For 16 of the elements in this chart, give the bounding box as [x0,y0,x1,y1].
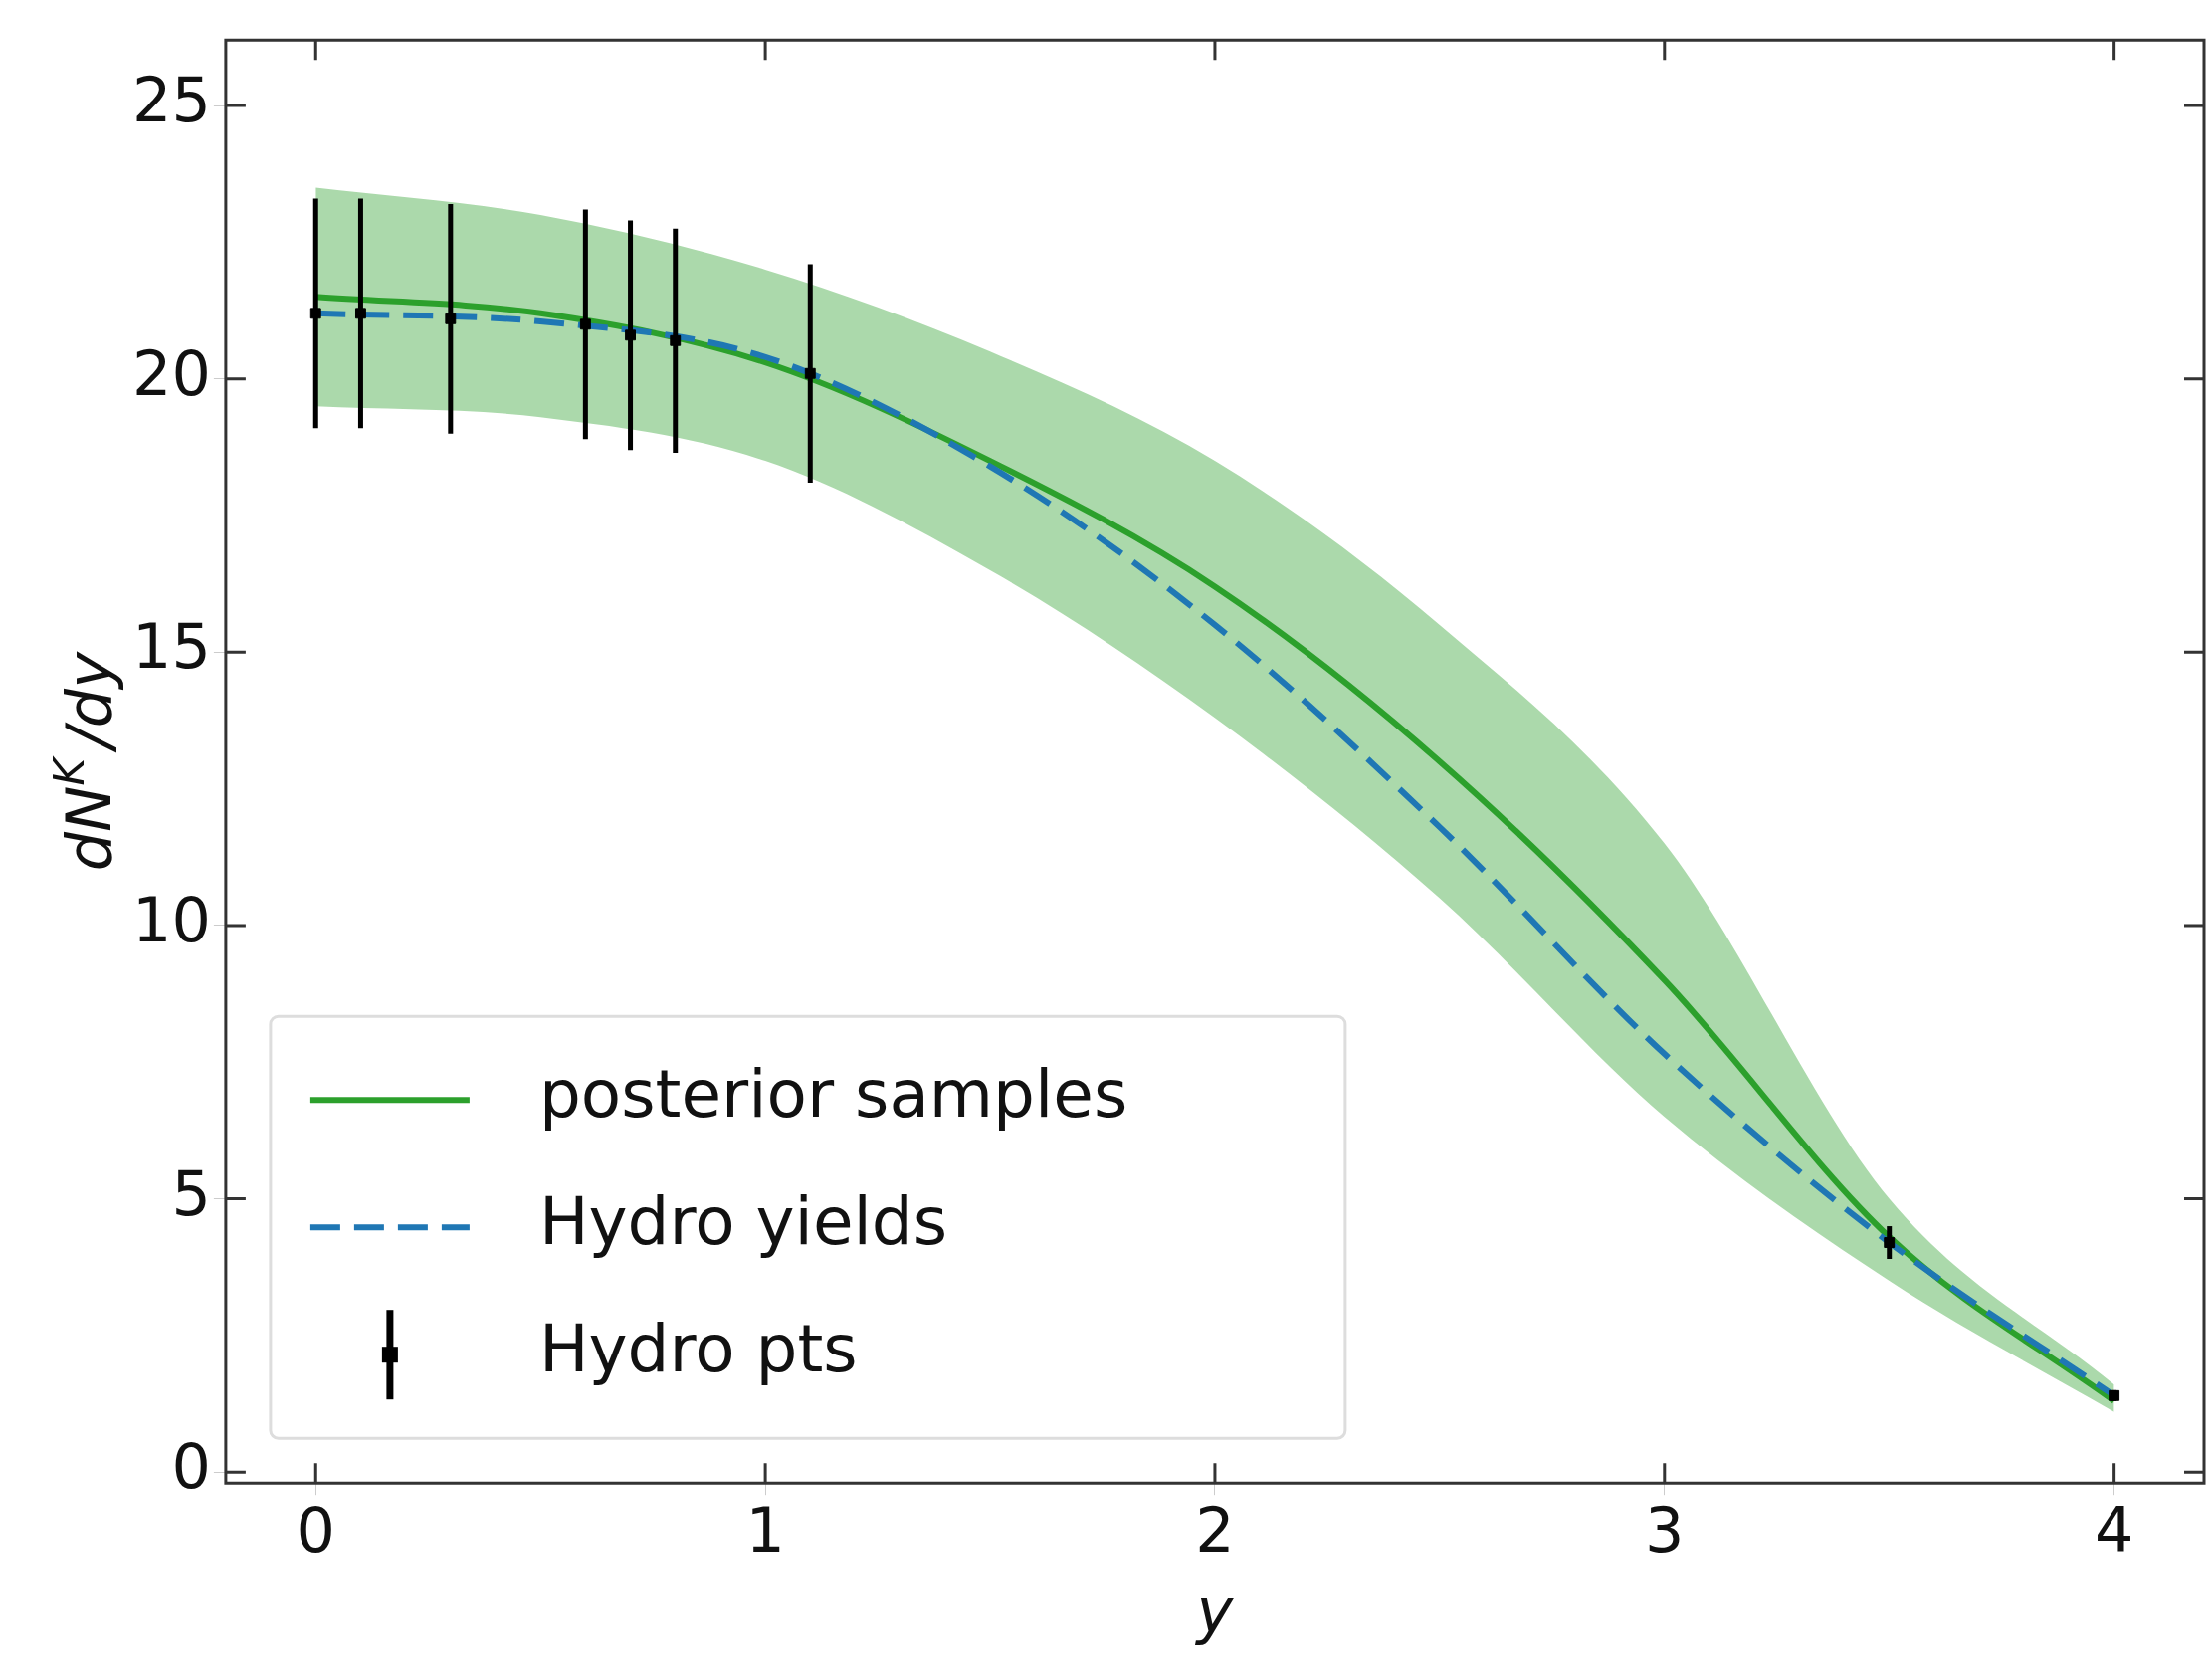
y-tick-label: 5 [171,1156,211,1230]
x-tick-label: 2 [1195,1493,1235,1566]
x-axis-title: y [1194,1573,1235,1647]
x-tick-label: 4 [2094,1493,2134,1566]
x-tick-label: 3 [1645,1493,1685,1566]
legend-label: posterior samples [538,1056,1128,1134]
x-tick-label: 0 [296,1493,335,1566]
y-tick-label: 10 [131,884,211,957]
y-tick-label: 20 [131,336,211,410]
legend-label: Hydro pts [538,1311,858,1388]
y-tick-label: 15 [131,610,211,684]
y-tick-label: 25 [131,64,211,137]
legend-label: Hydro yields [538,1183,948,1261]
y-axis-title: dNK/dy [44,650,126,872]
y-tick-label: 0 [171,1430,211,1504]
x-tick-label: 1 [745,1493,785,1566]
